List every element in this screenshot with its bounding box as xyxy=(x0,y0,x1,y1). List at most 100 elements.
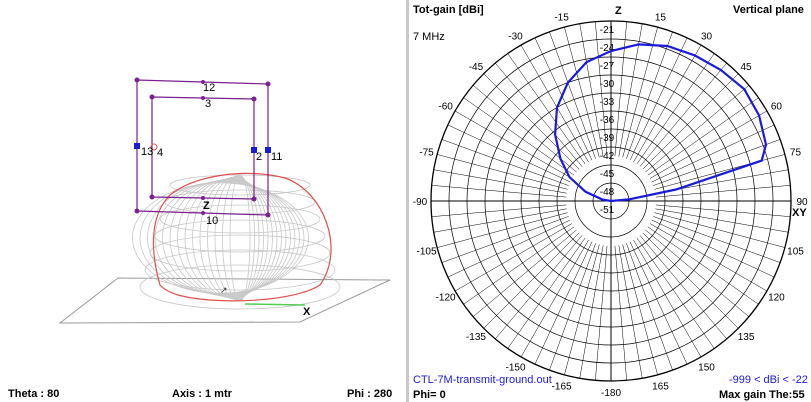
grid-spoke xyxy=(579,23,604,157)
grid-spoke xyxy=(507,237,586,349)
wire-nodes xyxy=(134,77,271,218)
angle-label: 90 xyxy=(796,197,808,208)
range-readout: -999 < dBi < -22 xyxy=(729,374,808,386)
grid-spoke xyxy=(636,53,715,165)
grid-spoke xyxy=(431,204,567,217)
grid-spoke xyxy=(645,85,750,173)
plane-label: Vertical plane xyxy=(733,4,804,16)
grid-spoke xyxy=(437,212,568,248)
angle-label: -180 xyxy=(601,388,621,399)
grid-spoke xyxy=(472,229,577,317)
grid-spoke xyxy=(507,53,586,165)
grid-spoke xyxy=(655,208,789,233)
grid-spoke xyxy=(653,216,781,263)
grid-spoke xyxy=(622,244,658,375)
grid-spoke xyxy=(483,232,580,329)
angle-label: 105 xyxy=(787,246,804,257)
grid-spoke xyxy=(622,27,658,158)
phi-readout: Phi : 280 xyxy=(347,388,393,400)
grid-spoke xyxy=(639,62,727,167)
pane-divider[interactable] xyxy=(406,0,409,402)
angle-label: -135 xyxy=(466,332,486,343)
grid-spoke xyxy=(626,31,673,159)
x-axis-label: X xyxy=(303,306,311,318)
grid-spoke xyxy=(534,37,593,161)
ring-label: -48 xyxy=(600,187,615,198)
ring-label: -24 xyxy=(600,43,615,54)
grid-spoke xyxy=(454,110,573,179)
phi-readout: Phi= 0 xyxy=(413,389,446,401)
grid-spoke xyxy=(431,185,567,198)
theta-readout: Theta : 80 xyxy=(8,388,60,400)
grid-spoke xyxy=(654,212,785,248)
grid-spoke xyxy=(633,44,702,163)
angle-label: 45 xyxy=(740,62,752,73)
source-marker xyxy=(251,147,257,153)
grid-spoke xyxy=(549,243,596,371)
grid-spoke xyxy=(579,245,604,379)
ring-label: -21 xyxy=(600,25,615,36)
angle-label: -105 xyxy=(417,246,437,257)
wire-label-4: 4 xyxy=(157,147,164,159)
grid-spoke xyxy=(614,245,627,381)
source-marker xyxy=(265,147,271,153)
grid-spoke xyxy=(629,37,688,161)
polar-grid xyxy=(430,20,792,382)
grid-spoke xyxy=(618,23,643,157)
wire-label-2: 2 xyxy=(256,151,263,163)
grid-spoke xyxy=(636,237,715,349)
gain-pattern-line xyxy=(553,43,768,203)
angle-label: 75 xyxy=(790,148,802,159)
ring-labels: -21 -24 -27 -30 -33 -36 -39 -42 -45 -48 -51 xyxy=(600,25,615,216)
wire-label-11: 11 xyxy=(271,151,283,163)
ring-label: -45 xyxy=(600,169,615,180)
grid-spoke xyxy=(564,27,600,158)
angle-label: 60 xyxy=(771,102,783,113)
grid-spoke xyxy=(433,169,567,194)
grid-spoke xyxy=(639,235,727,340)
grid-spoke xyxy=(651,219,775,278)
grid-spoke xyxy=(629,241,688,365)
grid-spoke xyxy=(647,97,759,176)
grid-spoke xyxy=(520,239,589,358)
angle-label: -30 xyxy=(508,32,523,43)
pattern-mesh xyxy=(132,174,341,310)
grid-spoke xyxy=(441,216,569,263)
angle-label: -75 xyxy=(419,148,434,159)
polar-plot-svg: -21-24-27-30-33-36-39-42-45-48-51 -15 15-… xyxy=(413,13,808,399)
polar-plot-view[interactable]: -21 -24 -27 -30 -33 -36 -39 -42 -45 -48 -51 -15 15-… xyxy=(409,0,811,402)
x-axis-line xyxy=(244,303,306,306)
grid-spoke xyxy=(534,241,593,365)
z-axis-label: Z xyxy=(615,5,622,17)
wire-label-3: 3 xyxy=(205,98,212,110)
grid-spoke xyxy=(649,110,768,179)
ring-label: -30 xyxy=(600,79,615,90)
geometry-view[interactable]: ↗ 12 3 13 4 2 11 Z 10 X Theta : 80 Axis … xyxy=(0,0,406,402)
grid-spoke xyxy=(653,139,781,186)
grid-spoke xyxy=(437,154,568,190)
grid-spoke xyxy=(447,219,571,278)
z-axis-label: Z xyxy=(203,200,210,212)
grid-spoke xyxy=(595,21,608,157)
grid-spoke xyxy=(633,239,702,358)
ring-label: -51 xyxy=(600,205,615,216)
grid-spoke xyxy=(647,226,759,305)
grid-spoke xyxy=(642,232,739,329)
grid-spoke xyxy=(655,204,791,217)
geometry-svg: ↗ xyxy=(58,77,391,324)
grid-spoke xyxy=(463,97,575,176)
angle-label: 15 xyxy=(655,13,667,24)
grid-spoke xyxy=(645,229,750,317)
grid-spoke xyxy=(520,44,589,163)
angle-label: -15 xyxy=(554,13,569,24)
grid-spoke xyxy=(441,139,569,186)
ring-label: -33 xyxy=(600,97,615,108)
angle-labels: -15 15 -30 30 -45 45 -60 60 -75 75 -90 90 -105 105 -12… xyxy=(413,13,808,399)
grid-spoke xyxy=(495,235,583,340)
wire-label-12: 12 xyxy=(203,82,216,94)
grid-spoke xyxy=(564,244,600,375)
angle-label: -90 xyxy=(413,197,428,208)
grid-spoke xyxy=(433,208,567,233)
ring-label: -27 xyxy=(600,61,615,72)
grid-spoke xyxy=(649,223,768,292)
